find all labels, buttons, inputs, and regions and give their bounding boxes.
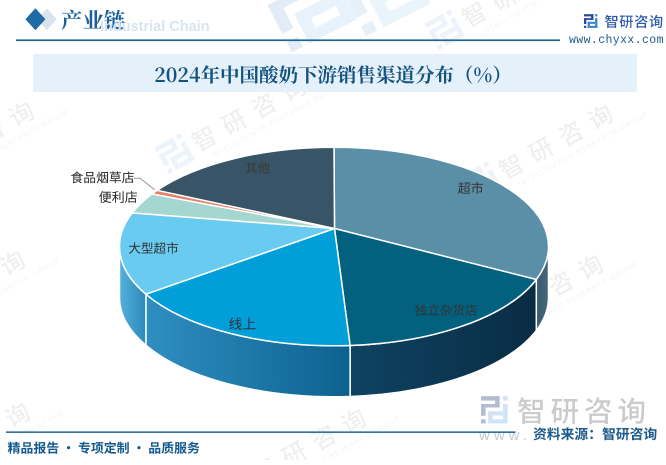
svg-text:www.chyxx.com: www.chyxx.com — [569, 34, 664, 47]
svg-text:www.: www. — [478, 427, 531, 444]
svg-text:Industrial Chain: Industrial Chain — [100, 19, 210, 35]
